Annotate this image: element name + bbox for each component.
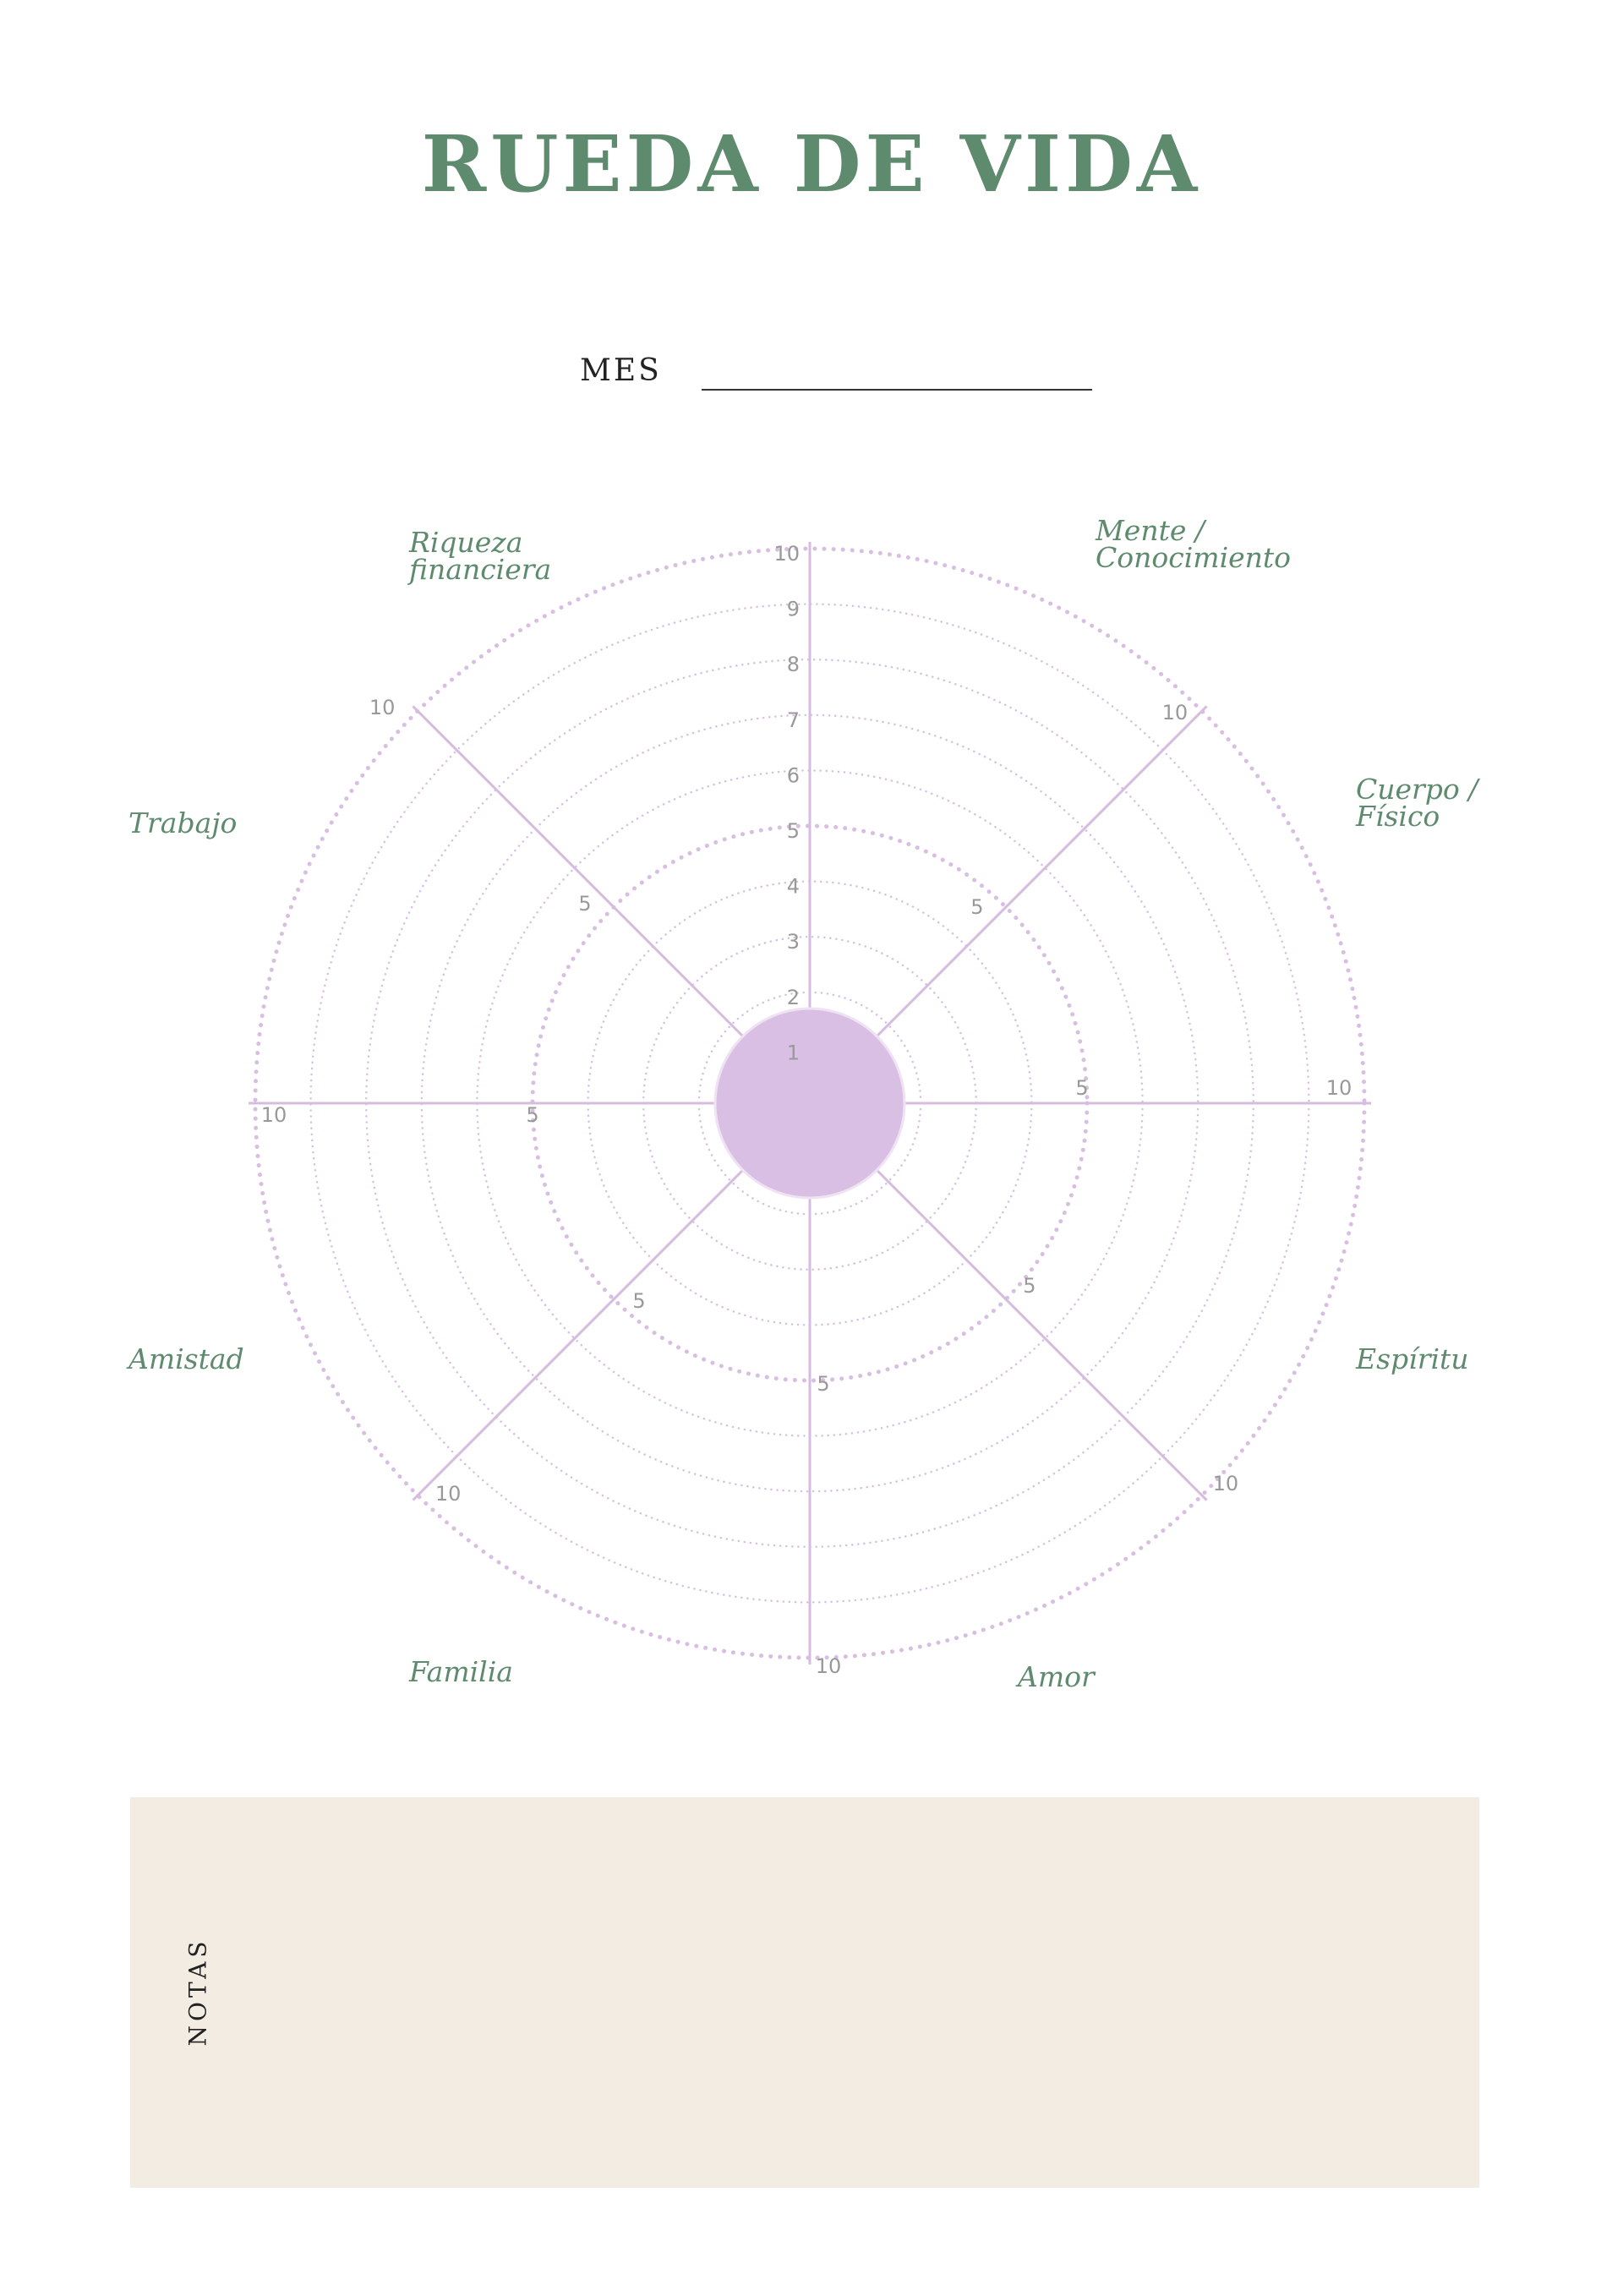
spoke-label-0-10: 10 (1326, 1076, 1352, 1100)
scale-label-3: 3 (787, 930, 800, 954)
month-input-line[interactable] (702, 389, 1092, 391)
spoke-label-45-10: 10 (1213, 1472, 1239, 1495)
category-label-amistad: Amistad (128, 1342, 244, 1375)
month-label: MES (580, 353, 662, 388)
spoke-label-225-5: 5 (578, 892, 591, 916)
spoke-label-315-10: 10 (1162, 701, 1189, 724)
spoke-label-225-10: 10 (369, 696, 396, 719)
spoke-225 (412, 705, 746, 1040)
category-label-cuerpo: Cuerpo / Físico (1356, 773, 1478, 833)
spoke-label-0-5: 5 (1075, 1076, 1088, 1100)
spoke-label-180-10: 10 (261, 1103, 287, 1127)
spoke-label-135-10: 10 (435, 1482, 462, 1506)
page-title: RUEDA DE VIDA (421, 118, 1202, 210)
scale-label-9: 9 (787, 598, 800, 621)
category-label-trabajo: Trabajo (128, 806, 238, 839)
category-label-mente: Mente / Conocimiento (1096, 514, 1292, 574)
scale-label-2: 2 (787, 986, 800, 1009)
scale-label-8: 8 (787, 653, 800, 676)
center-hub (713, 1007, 906, 1200)
scale-label-10: 10 (773, 542, 800, 566)
spoke-135 (412, 1167, 746, 1501)
spoke-label-45-5: 5 (1023, 1274, 1036, 1298)
spoke-label-180-5: 5 (526, 1103, 538, 1127)
scale-label-6: 6 (787, 763, 800, 787)
spoke-315 (873, 705, 1208, 1040)
scale-label-4: 4 (787, 875, 800, 899)
notes-area[interactable] (130, 1797, 1479, 2188)
category-label-familia: Familia (409, 1655, 513, 1688)
notes-label: NOTAS (183, 1937, 212, 2047)
scale-label-5: 5 (787, 819, 800, 843)
category-label-riqueza: Riqueza financiera (409, 526, 552, 586)
spoke-label-90-10: 10 (816, 1654, 842, 1678)
scale-label-1: 1 (787, 1041, 800, 1064)
category-label-amor: Amor (1018, 1660, 1095, 1693)
spoke-label-135-5: 5 (632, 1289, 645, 1313)
category-label-espiritu: Espíritu (1356, 1342, 1469, 1375)
scale-label-7: 7 (787, 708, 800, 732)
spoke-label-315-5: 5 (970, 895, 983, 919)
spoke-45 (873, 1167, 1208, 1501)
spoke-label-90-5: 5 (817, 1372, 829, 1396)
